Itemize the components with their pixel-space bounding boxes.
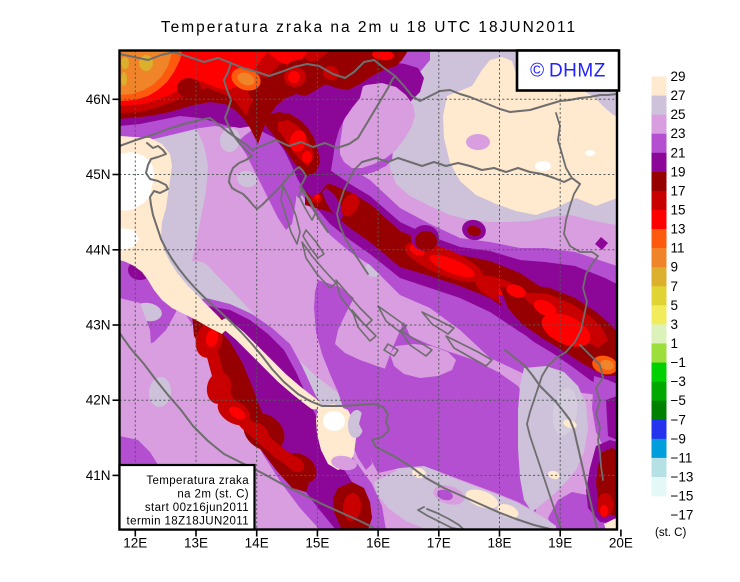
svg-text:−3: −3 — [671, 374, 686, 389]
svg-text:start 00z16jun2011: start 00z16jun2011 — [145, 502, 249, 514]
svg-text:15: 15 — [671, 202, 686, 217]
svg-text:18E: 18E — [487, 536, 511, 551]
svg-text:7: 7 — [671, 279, 679, 294]
svg-text:−13: −13 — [671, 469, 694, 484]
svg-text:−17: −17 — [671, 508, 694, 523]
svg-text:21: 21 — [671, 145, 686, 160]
svg-text:© DHMZ: © DHMZ — [530, 61, 606, 82]
svg-text:13E: 13E — [184, 536, 208, 551]
svg-text:na 2m (st. C): na 2m (st. C) — [177, 489, 249, 501]
svg-text:45N: 45N — [86, 167, 111, 182]
svg-text:−7: −7 — [671, 412, 686, 427]
svg-text:−11: −11 — [671, 450, 693, 465]
svg-text:1: 1 — [671, 336, 679, 351]
svg-text:17: 17 — [671, 183, 686, 198]
svg-text:5: 5 — [671, 298, 679, 313]
svg-text:46N: 46N — [86, 92, 111, 107]
svg-text:(st. C): (st. C) — [655, 527, 686, 539]
svg-text:17E: 17E — [427, 536, 451, 551]
svg-text:27: 27 — [671, 88, 686, 103]
svg-text:−1: −1 — [671, 355, 686, 370]
svg-text:19E: 19E — [548, 536, 572, 551]
svg-text:20E: 20E — [609, 536, 633, 551]
svg-text:19: 19 — [671, 164, 686, 179]
svg-text:13: 13 — [671, 222, 686, 237]
svg-text:25: 25 — [671, 107, 686, 122]
svg-text:43N: 43N — [86, 318, 111, 333]
svg-text:14E: 14E — [245, 536, 269, 551]
svg-text:41N: 41N — [86, 468, 111, 483]
svg-text:15E: 15E — [305, 536, 329, 551]
svg-text:23: 23 — [671, 126, 686, 141]
svg-text:29: 29 — [671, 69, 686, 84]
svg-text:−15: −15 — [671, 489, 694, 504]
svg-text:−5: −5 — [671, 393, 686, 408]
svg-text:42N: 42N — [86, 393, 111, 408]
svg-text:16E: 16E — [366, 536, 390, 551]
svg-text:Temperatura zraka na 2m u 18 U: Temperatura zraka na 2m u 18 UTC 18JUN20… — [161, 19, 577, 36]
svg-text:44N: 44N — [86, 242, 111, 257]
svg-text:9: 9 — [671, 260, 679, 275]
svg-text:3: 3 — [671, 317, 679, 332]
svg-text:12E: 12E — [123, 536, 147, 551]
svg-text:11: 11 — [671, 241, 685, 256]
svg-text:−9: −9 — [671, 431, 686, 446]
svg-text:termin 18Z18JUN2011: termin 18Z18JUN2011 — [127, 516, 249, 528]
svg-text:Temperatura zraka: Temperatura zraka — [146, 475, 249, 487]
